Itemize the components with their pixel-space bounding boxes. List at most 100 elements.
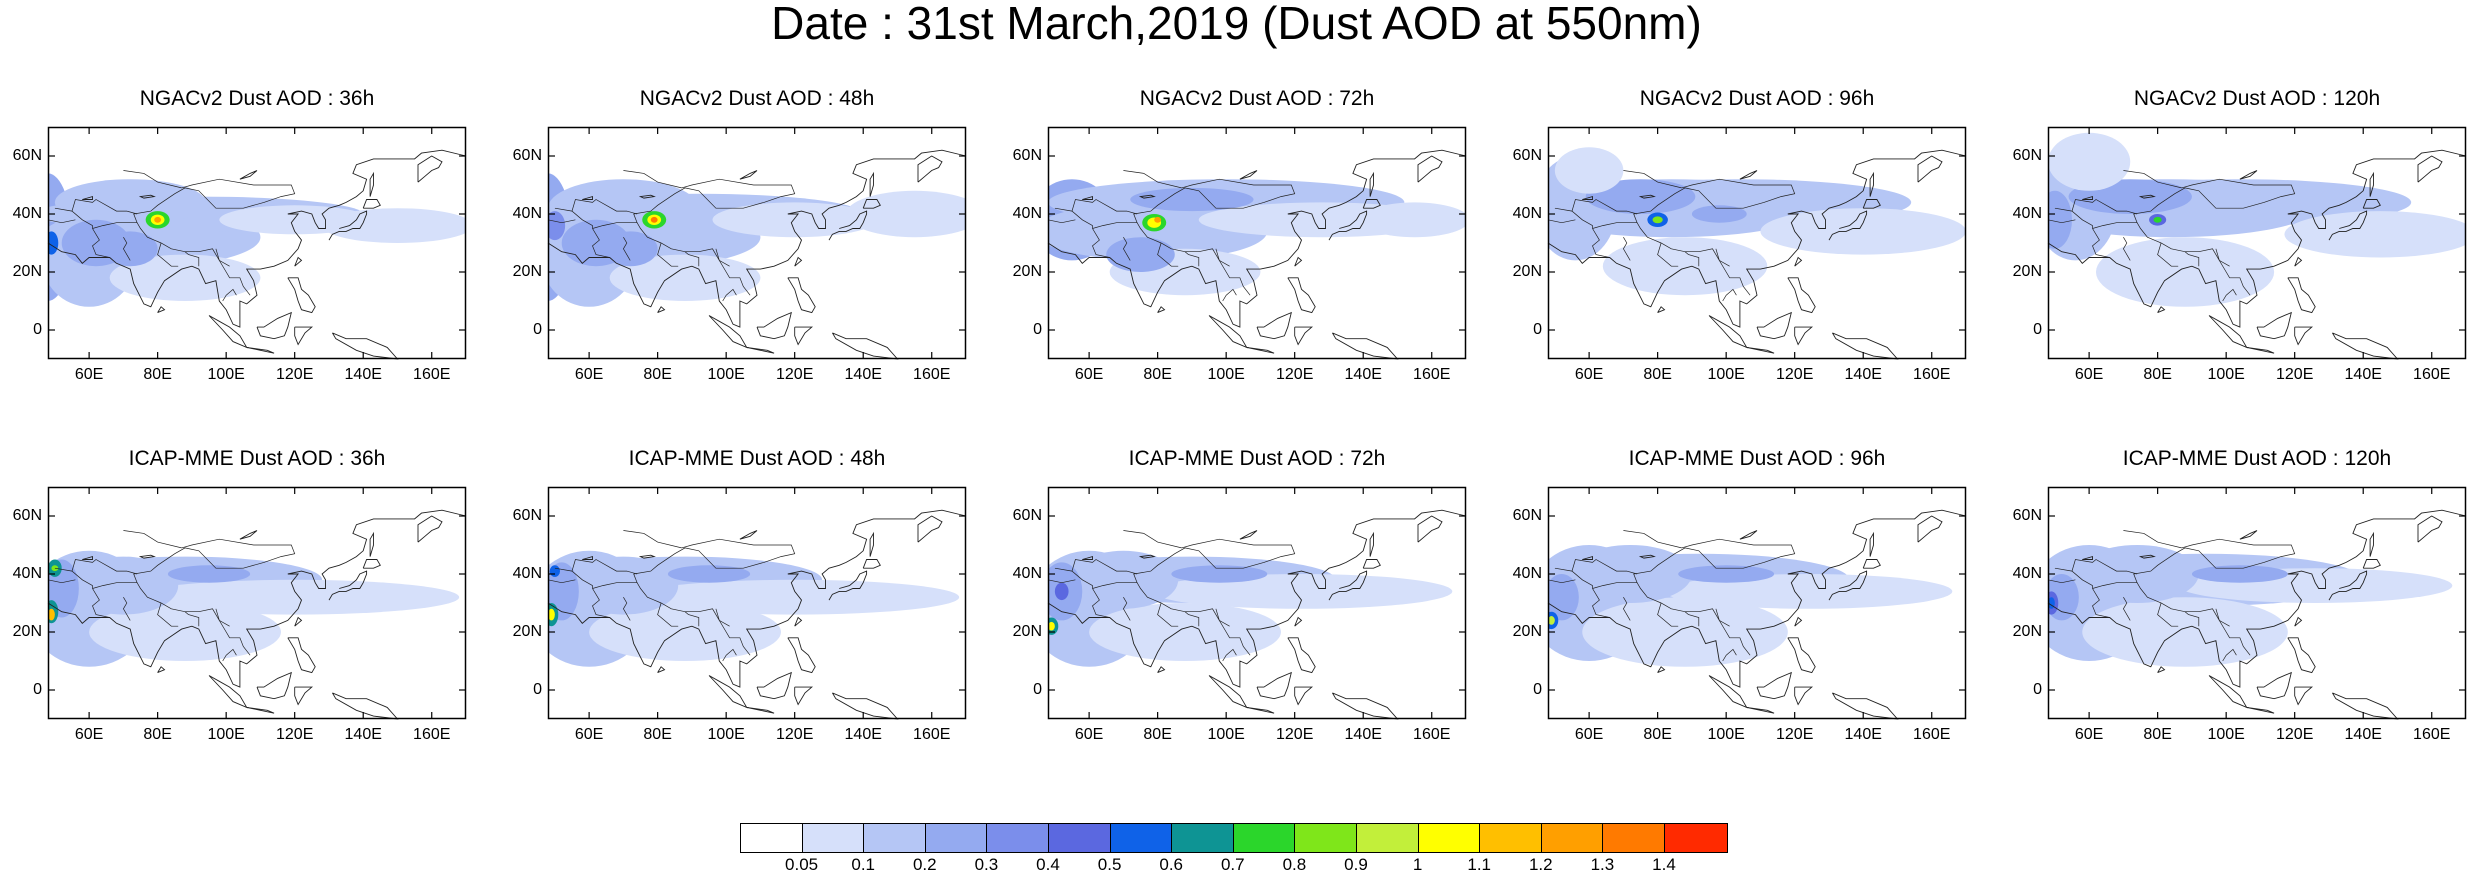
lon-tick-label: 120E [2276, 726, 2314, 743]
coastline [1047, 149, 1467, 328]
lon-tick-label: 140E [1844, 366, 1882, 383]
lat-tick-label: 0 [1533, 321, 1542, 338]
country-border [1054, 567, 1093, 589]
lake-outline [2082, 196, 2093, 200]
country-border [122, 237, 131, 261]
aod-field-patch [89, 603, 281, 661]
coastline [294, 616, 303, 627]
country-border [1622, 237, 1631, 261]
coastline [2332, 332, 2399, 360]
lon-tick-label: 100E [1207, 726, 1245, 743]
lon-tick-label: 120E [1776, 366, 1814, 383]
coastline [1869, 171, 1874, 197]
aod-field-patch [548, 211, 566, 241]
colorbar-swatch [1233, 824, 1296, 852]
coastline [157, 666, 166, 674]
country-border [2184, 611, 2200, 627]
lat-tick-label: 0 [1033, 321, 1042, 338]
aod-field-patch [1171, 565, 1268, 583]
coastline [2294, 616, 2303, 627]
country-border [1123, 170, 1182, 189]
country-border [1554, 567, 1593, 589]
coastline [1746, 706, 1775, 714]
country-border [54, 567, 93, 589]
lat-tick-label: 40N [2012, 205, 2042, 222]
coastline [1047, 509, 1467, 688]
country-border [92, 582, 230, 627]
country-border [633, 538, 796, 583]
country-border [1222, 648, 1237, 662]
country-border [2222, 288, 2237, 302]
coastline [362, 199, 381, 209]
country-border [184, 251, 200, 267]
lon-tick-label: 60E [74, 366, 104, 383]
coastline [287, 277, 316, 314]
aod-field-patch [1554, 147, 1624, 194]
aod-field-patch [322, 208, 466, 243]
country-border [222, 288, 237, 302]
aod-field-patch [1048, 621, 1055, 631]
lat-tick-label: 60N [512, 507, 542, 524]
lake-outline [239, 170, 258, 180]
aod-field-patch [1106, 237, 1175, 272]
lat-tick-label: 40N [1512, 205, 1542, 222]
lat-tick-label: 20N [2012, 623, 2042, 640]
coastline [1708, 675, 1748, 709]
lake-outline [138, 194, 156, 199]
lat-tick-label: 40N [12, 565, 42, 582]
colorbar-label: 1.1 [1467, 855, 1491, 874]
aod-field-patch [2284, 211, 2466, 258]
coastline [208, 675, 248, 709]
lat-tick-label: 20N [1012, 623, 1042, 640]
coastline [47, 149, 467, 328]
country-border [571, 199, 638, 215]
lon-tick-label: 60E [1574, 366, 1604, 383]
coastline [828, 570, 868, 601]
coastline [2362, 199, 2381, 209]
aod-field-patch [167, 565, 251, 583]
lake-outline [2239, 170, 2258, 180]
aod-field-patch [2048, 132, 2131, 191]
country-border [1184, 251, 1200, 267]
coastline [1332, 332, 1399, 360]
aod-field-patch [650, 216, 658, 223]
coastline [756, 311, 792, 340]
country-border [1071, 199, 1138, 215]
coastline [1294, 616, 1303, 627]
country-border [715, 248, 751, 296]
coastline [1794, 256, 1803, 267]
country-border [623, 530, 682, 549]
lon-tick-label: 120E [2276, 366, 2314, 383]
colorbar-swatch [1603, 824, 1665, 852]
country-border [47, 579, 76, 584]
country-border [1047, 579, 1076, 584]
lat-tick-label: 20N [1512, 263, 1542, 280]
lat-tick-label: 60N [1012, 507, 1042, 524]
country-border [71, 199, 138, 215]
coastline [2246, 346, 2275, 354]
colorbar-label: 0.6 [1159, 855, 1183, 874]
colorbar-label: 0.1 [851, 855, 875, 874]
lon-tick-label: 140E [1844, 726, 1882, 743]
aod-field-patch [154, 216, 162, 223]
country-border [1633, 538, 1796, 583]
country-border [1722, 288, 1737, 302]
country-border [1622, 597, 1631, 621]
lake-outline [1239, 170, 1258, 180]
lake-outline [2082, 556, 2093, 560]
coastline [246, 706, 275, 714]
country-border [2133, 538, 2296, 583]
country-border [215, 608, 251, 656]
coastline [362, 559, 381, 569]
aod-field-patch [68, 556, 179, 615]
country-border [1684, 611, 1700, 627]
lake-outline [739, 530, 758, 540]
country-border [157, 242, 179, 267]
lat-tick-label: 40N [512, 205, 542, 222]
lake-outline [582, 556, 593, 560]
lat-tick-label: 20N [512, 623, 542, 640]
aod-field-patch [51, 565, 59, 572]
lon-tick-label: 80E [1643, 366, 1672, 383]
lon-tick-label: 60E [74, 726, 104, 743]
coastline [1869, 531, 1874, 557]
